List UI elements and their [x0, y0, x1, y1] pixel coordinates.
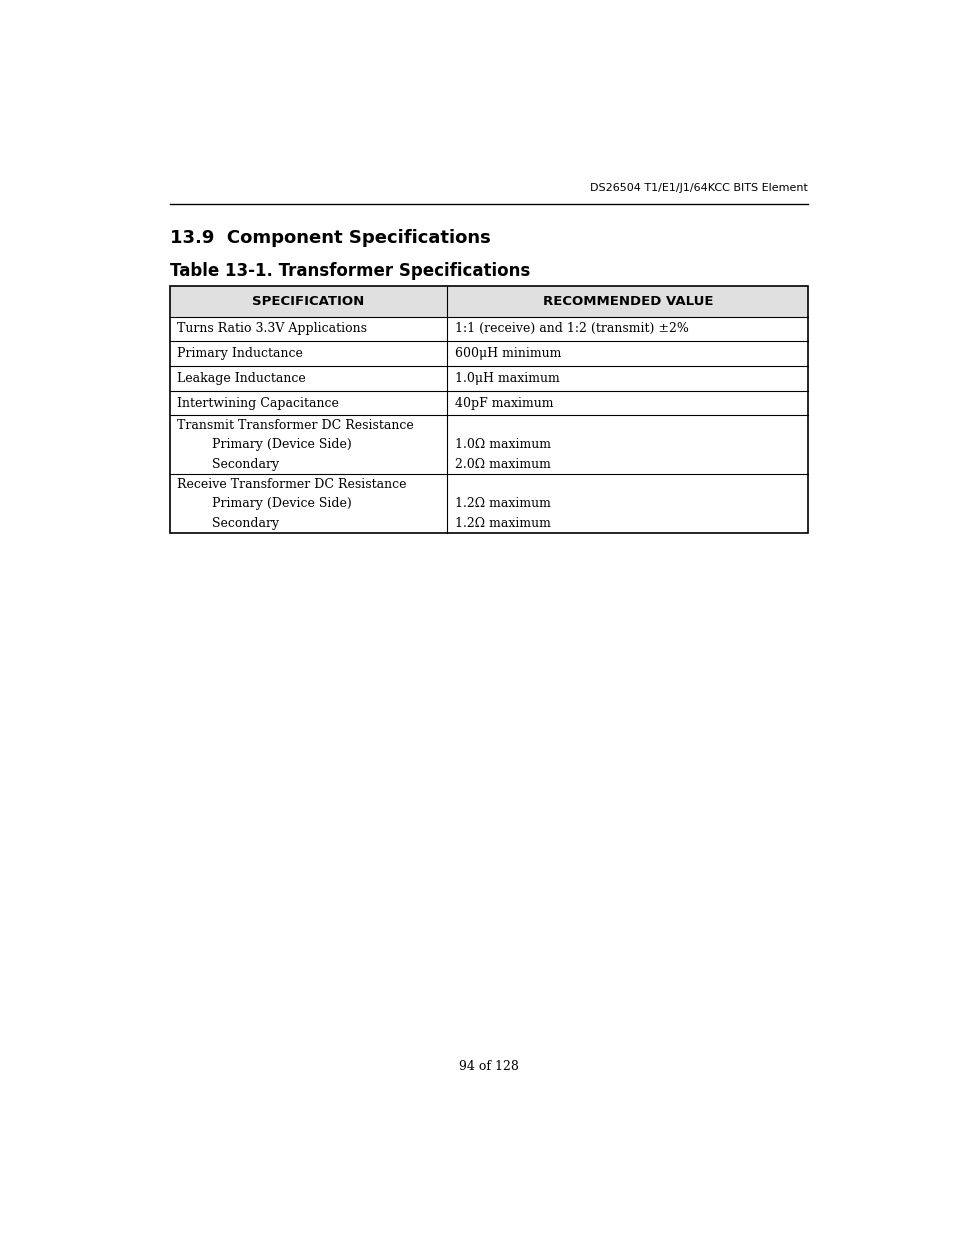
- Text: 1.0μH maximum: 1.0μH maximum: [455, 372, 559, 385]
- Bar: [170, 287, 807, 534]
- Text: Primary (Device Side): Primary (Device Side): [213, 438, 352, 452]
- Text: 1.0Ω maximum: 1.0Ω maximum: [455, 438, 550, 452]
- Text: Leakage Inductance: Leakage Inductance: [176, 372, 305, 385]
- Text: 1.2Ω maximum: 1.2Ω maximum: [455, 517, 550, 530]
- Text: 1:1 (receive) and 1:2 (transmit) ±2%: 1:1 (receive) and 1:2 (transmit) ±2%: [455, 322, 688, 336]
- Text: 2.0Ω maximum: 2.0Ω maximum: [455, 458, 550, 471]
- Text: Receive Transformer DC Resistance: Receive Transformer DC Resistance: [176, 478, 406, 490]
- Text: Primary Inductance: Primary Inductance: [176, 347, 302, 361]
- Text: Transmit Transformer DC Resistance: Transmit Transformer DC Resistance: [176, 419, 414, 432]
- Text: DS26504 T1/E1/J1/64KCC BITS Element: DS26504 T1/E1/J1/64KCC BITS Element: [590, 183, 807, 193]
- Bar: [170, 287, 807, 316]
- Text: Intertwining Capacitance: Intertwining Capacitance: [176, 396, 338, 410]
- Text: RECOMMENDED VALUE: RECOMMENDED VALUE: [542, 295, 712, 308]
- Text: 94 of 128: 94 of 128: [458, 1061, 518, 1073]
- Text: 1.2Ω maximum: 1.2Ω maximum: [455, 498, 550, 510]
- Text: Secondary: Secondary: [213, 517, 279, 530]
- Text: Table 13-1. Transformer Specifications: Table 13-1. Transformer Specifications: [170, 262, 529, 280]
- Text: 13.9  Component Specifications: 13.9 Component Specifications: [170, 228, 490, 247]
- Text: Primary (Device Side): Primary (Device Side): [213, 498, 352, 510]
- Text: Turns Ratio 3.3V Applications: Turns Ratio 3.3V Applications: [176, 322, 367, 336]
- Text: 600μH minimum: 600μH minimum: [455, 347, 560, 361]
- Text: Secondary: Secondary: [213, 458, 279, 471]
- Text: 40pF maximum: 40pF maximum: [455, 396, 553, 410]
- Text: SPECIFICATION: SPECIFICATION: [253, 295, 364, 308]
